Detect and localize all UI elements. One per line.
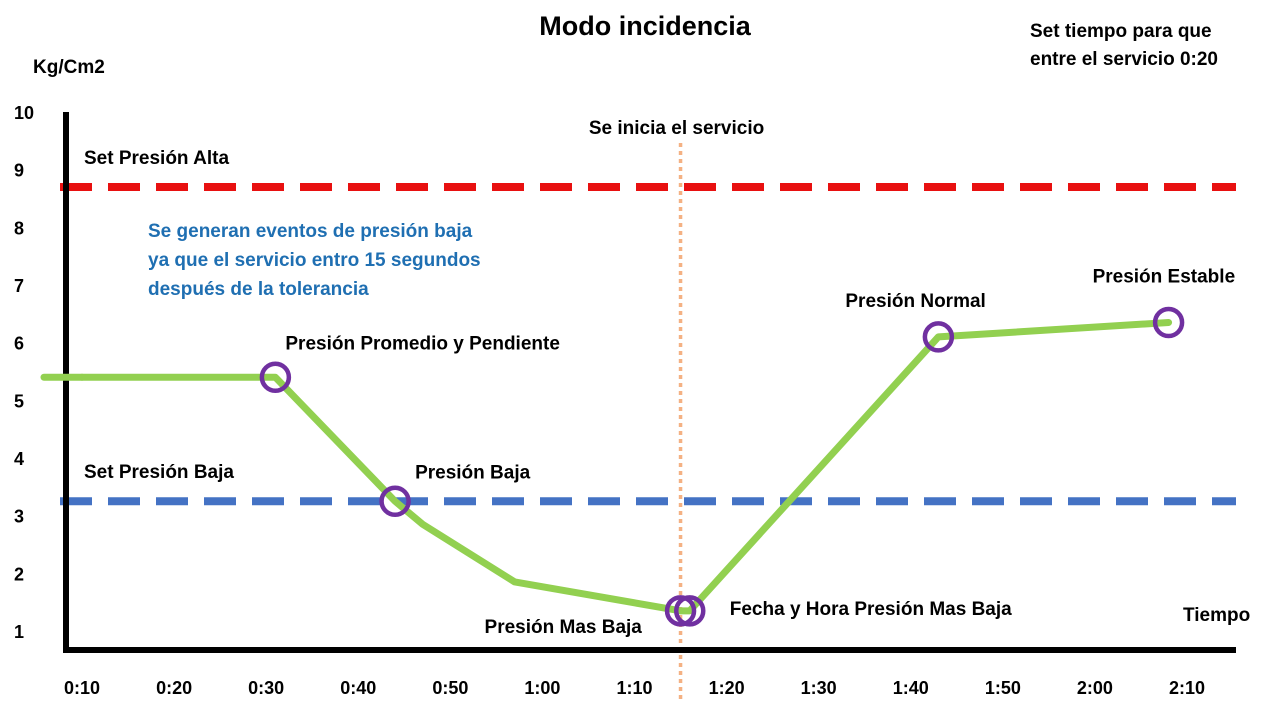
x-tick-1-20: 1:20 — [709, 678, 745, 698]
x-axis-label: Tiempo — [1183, 605, 1250, 626]
y-tick-4: 4 — [14, 449, 24, 469]
marker-label-4: Fecha y Hora Presión Mas Baja — [730, 599, 1012, 620]
annotation-line-2: ya que el servicio entro 15 segundos — [148, 250, 481, 271]
event-label: Se inicia el servicio — [589, 118, 764, 139]
y-tick-8: 8 — [14, 218, 24, 238]
x-tick-1-10: 1:10 — [616, 678, 652, 698]
marker-label-2: Presión Baja — [415, 462, 531, 483]
marker-4 — [674, 595, 706, 627]
marker-3 — [664, 595, 697, 627]
y-tick-10: 10 — [14, 103, 34, 123]
y-tick-7: 7 — [14, 276, 24, 296]
x-tick-1-30: 1:30 — [801, 678, 837, 698]
x-tick-2-00: 2:00 — [1077, 678, 1113, 698]
x-tick-0-40: 0:40 — [340, 678, 376, 698]
marker-label-1: Presión Promedio y Pendiente — [285, 333, 560, 354]
marker-1 — [259, 361, 292, 394]
note-line-1: Set tiempo para que — [1030, 21, 1212, 42]
y-tick-2: 2 — [14, 564, 24, 584]
reference-label-2: Set Presión Baja — [84, 462, 234, 483]
marker-5 — [922, 321, 955, 353]
x-tick-0-10: 0:10 — [64, 678, 100, 698]
marker-6 — [1152, 306, 1185, 339]
marker-label-3: Presión Mas Baja — [485, 617, 643, 638]
chart-title: Modo incidencia — [539, 11, 752, 41]
x-tick-1-40: 1:40 — [893, 678, 929, 698]
marker-label-5: Presión Normal — [845, 291, 985, 312]
marker-label-6: Presión Estable — [1093, 266, 1236, 287]
x-tick-0-20: 0:20 — [156, 678, 192, 698]
marker-2 — [379, 485, 411, 517]
annotation-line-1: Se generan eventos de presión baja — [148, 221, 473, 242]
y-tick-6: 6 — [14, 334, 24, 354]
y-tick-5: 5 — [14, 391, 24, 411]
y-axis-label: Kg/Cm2 — [33, 57, 105, 78]
y-tick-3: 3 — [14, 507, 24, 527]
x-tick-1-00: 1:00 — [524, 678, 560, 698]
annotation-line-3: después de la tolerancia — [148, 279, 369, 300]
y-tick-1: 1 — [14, 622, 24, 642]
x-tick-2-10: 2:10 — [1169, 678, 1205, 698]
reference-label-1: Set Presión Alta — [84, 148, 229, 169]
series-line-1 — [78, 318, 1173, 615]
x-tick-1-50: 1:50 — [985, 678, 1021, 698]
y-tick-9: 9 — [14, 161, 24, 181]
note-line-2: entre el servicio 0:20 — [1030, 49, 1218, 70]
x-tick-0-30: 0:30 — [248, 678, 284, 698]
x-tick-0-50: 0:50 — [432, 678, 468, 698]
